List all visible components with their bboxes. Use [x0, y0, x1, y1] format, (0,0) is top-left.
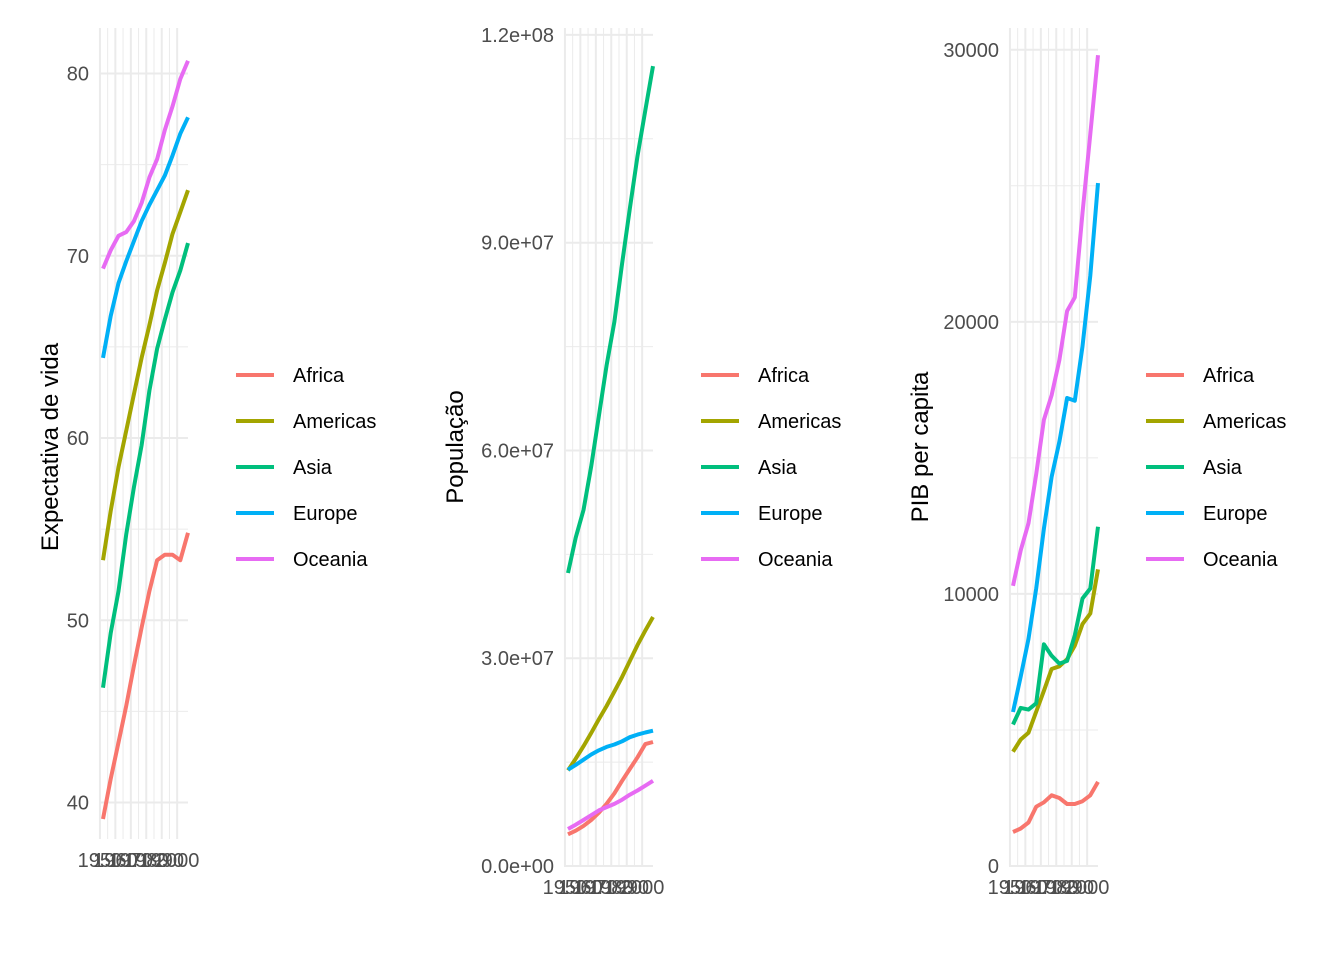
legend-label-oceania: Oceania [293, 549, 368, 571]
panel-2: 0.0e+003.0e+076.0e+079.0e+071.2e+0819501… [442, 25, 841, 899]
y-tick-label: 3.0e+07 [481, 648, 554, 670]
series-line-oceania [1011, 55, 1100, 587]
x-tick-label: 1990 [1049, 877, 1094, 899]
x-tick-label: 1980 [589, 877, 634, 899]
series-line-americas [101, 189, 190, 561]
legend-label-africa: Africa [1203, 365, 1255, 387]
y-tick-label: 30000 [943, 40, 999, 62]
series-line-oceania [101, 60, 190, 270]
legend-label-oceania: Oceania [1203, 549, 1278, 571]
legend-label-oceania: Oceania [758, 549, 833, 571]
panel-3: 0 10000 20000 30000 195019601970198019902000… [907, 28, 1286, 899]
series-line-europe [101, 116, 190, 359]
y-tick-label: 50 [67, 610, 89, 632]
x-tick-label: 1970 [109, 850, 154, 872]
series-line-americas [566, 616, 655, 772]
legend-label-europe: Europe [1203, 503, 1268, 525]
legend-label-americas: Americas [1203, 411, 1286, 433]
y-tick-label: 40 [67, 793, 89, 815]
x-tick-label: 1960 [1003, 877, 1048, 899]
legend-label-americas: Americas [758, 411, 841, 433]
series-line-americas [1011, 569, 1100, 753]
x-tick-label: 1980 [1034, 877, 1079, 899]
x-tick-label: 1960 [93, 850, 138, 872]
y-tick-label: 10000 [943, 584, 999, 606]
y-tick-label: 0 [988, 856, 999, 878]
x-tick-label: 1970 [1019, 877, 1064, 899]
x-tick-label: 1950 [988, 877, 1033, 899]
legend-label-africa: Africa [293, 365, 345, 387]
x-tick-label: 1960 [558, 877, 603, 899]
x-tick-label: 2000 [1065, 877, 1110, 899]
y-tick-label: 1.2e+08 [481, 25, 554, 47]
series-line-asia [1011, 526, 1100, 726]
y-tick-label: 0.0e+00 [481, 856, 554, 878]
y-tick-label: 6.0e+07 [481, 440, 554, 462]
x-tick-label: 1950 [78, 850, 123, 872]
y-tick-label: 20000 [943, 312, 999, 334]
legend-label-europe: Europe [293, 503, 358, 525]
y-axis-title: Expectativa de vida [37, 342, 64, 551]
series-line-africa [567, 740, 654, 837]
y-tick-label: 80 [67, 64, 89, 86]
grid [98, 28, 188, 839]
x-tick-label: 1980 [124, 850, 169, 872]
legend: Africa Americas Asia Europe Oceania [701, 365, 841, 571]
y-axis-title: População [442, 390, 469, 503]
series-line-asia [566, 65, 655, 574]
x-tick-label: 1970 [574, 877, 619, 899]
series-line-asia [101, 242, 190, 688]
y-tick-label: 60 [67, 428, 89, 450]
legend-label-asia: Asia [758, 457, 798, 479]
x-tick-label: 1990 [604, 877, 649, 899]
legend: Africa Americas Asia Europe Oceania [1146, 365, 1286, 571]
series-line-europe [1011, 182, 1100, 713]
y-tick-label: 70 [67, 246, 89, 268]
legend-label-africa: Africa [758, 365, 810, 387]
x-tick-label: 2000 [155, 850, 200, 872]
legend-label-asia: Asia [293, 457, 333, 479]
x-tick-label: 1990 [139, 850, 184, 872]
x-tick-label: 1950 [543, 877, 588, 899]
series-line-oceania [567, 779, 655, 831]
series-line-africa [101, 532, 190, 820]
series-line-europe [566, 728, 654, 772]
y-tick-label: 9.0e+07 [481, 233, 554, 255]
legend-label-europe: Europe [758, 503, 823, 525]
grid [563, 28, 653, 867]
legend: Africa Americas Asia Europe Oceania [236, 365, 376, 571]
x-tick-label: 2000 [620, 877, 665, 899]
series-line-africa [1012, 780, 1100, 834]
y-axis-title: PIB per capita [907, 371, 934, 522]
legend-label-asia: Asia [1203, 457, 1243, 479]
legend-label-americas: Americas [293, 411, 376, 433]
